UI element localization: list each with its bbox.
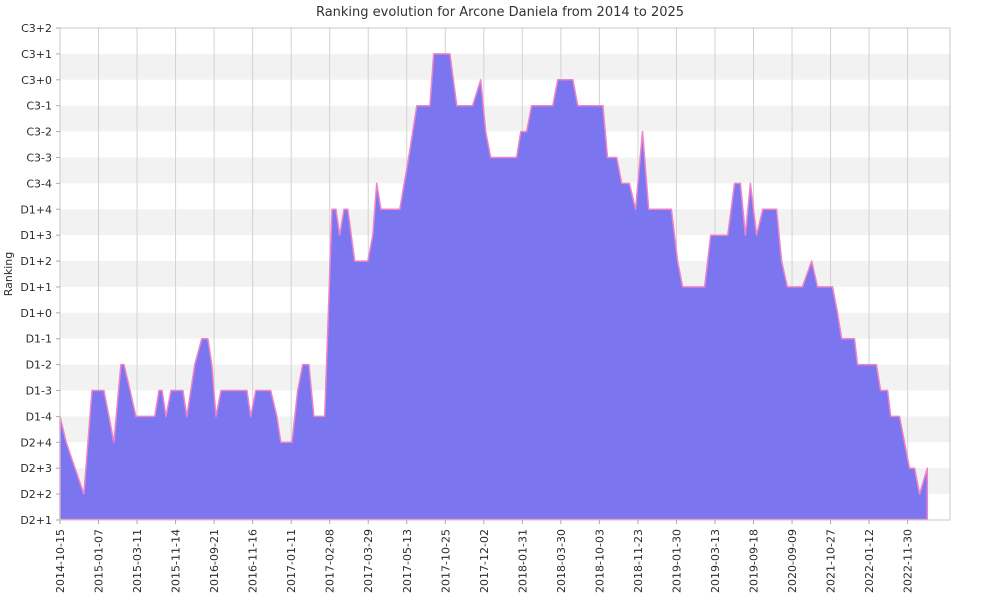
y-tick-label-D1-4: D1-4 — [26, 410, 52, 423]
x-tick-label-2015-11-14: 2015-11-14 — [170, 529, 183, 593]
x-tick-label-2015-03-11: 2015-03-11 — [131, 529, 144, 593]
x-tick-label-2017-12-02: 2017-12-02 — [478, 529, 491, 593]
y-tick-label-D1+1: D1+1 — [20, 281, 52, 294]
x-tick-label-2016-09-21: 2016-09-21 — [208, 529, 221, 593]
y-tick-label-D1-2: D1-2 — [26, 359, 52, 372]
y-tick-label-D2+1: D2+1 — [20, 514, 52, 527]
y-tick-label-D1+3: D1+3 — [20, 229, 52, 242]
x-tick-label-2018-01-31: 2018-01-31 — [516, 529, 529, 593]
x-tick-label-2018-10-03: 2018-10-03 — [593, 529, 606, 593]
plot-border-rect — [59, 27, 951, 521]
ranking-area-polygon — [59, 53, 929, 521]
x-tick-label-2018-11-23: 2018-11-23 — [632, 529, 645, 593]
y-tick-label-D1+2: D1+2 — [20, 255, 52, 268]
y-axis-tick-labels: C3+2 C3+1 C3+0 C3-1 C3-2 C3-3 C3-4 D1+4 D1+3 D1+2… — [20, 22, 52, 527]
y-tick-label-C3+1: C3+1 — [21, 48, 52, 61]
x-tick-label-2022-11-30: 2022-11-30 — [902, 529, 915, 593]
x-tick-label-2018-03-30: 2018-03-30 — [555, 529, 568, 593]
x-tick-label-2017-05-13: 2017-05-13 — [401, 529, 414, 593]
x-tick-label-2019-01-30: 2019-01-30 — [670, 529, 683, 593]
axis-tick-marks — [56, 27, 909, 524]
y-tick-label-D2+3: D2+3 — [20, 462, 52, 475]
y-tick-label-C3-4: C3-4 — [26, 177, 52, 190]
y-tick-label-D1+0: D1+0 — [20, 307, 52, 320]
y-tick-label-C3-1: C3-1 — [26, 100, 52, 113]
x-tick-label-2021-10-27: 2021-10-27 — [825, 529, 838, 593]
y-tick-label-C3-2: C3-2 — [26, 126, 52, 139]
x-tick-label-2020-09-09: 2020-09-09 — [786, 529, 799, 593]
x-tick-label-2017-10-25: 2017-10-25 — [439, 529, 452, 593]
chart-title: Ranking evolution for Arcone Daniela fro… — [315, 5, 685, 20]
x-tick-label-2016-11-16: 2016-11-16 — [247, 529, 260, 593]
x-tick-label-2019-03-13: 2019-03-13 — [709, 529, 722, 593]
y-tick-label-D2+4: D2+4 — [20, 436, 52, 449]
x-tick-label-2019-09-18: 2019-09-18 — [748, 529, 761, 593]
band-row — [60, 131, 950, 158]
x-tick-label-2015-01-07: 2015-01-07 — [93, 529, 106, 593]
band-row — [60, 28, 950, 54]
x-tick-label-2017-01-11: 2017-01-11 — [285, 529, 298, 593]
y-tick-label-D1+4: D1+4 — [20, 203, 52, 216]
x-tick-label-2014-10-15: 2014-10-15 — [54, 529, 67, 593]
y-tick-label-D1-1: D1-1 — [26, 333, 52, 346]
plot-border — [59, 27, 951, 521]
y-tick-label-C3-3: C3-3 — [26, 151, 52, 164]
y-tick-label-C3+0: C3+0 — [21, 74, 52, 87]
y-tick-label-C3+2: C3+2 — [21, 22, 52, 35]
ranking-area-series — [59, 53, 929, 521]
x-tick-label-2017-03-29: 2017-03-29 — [362, 529, 375, 593]
band-row — [60, 53, 950, 80]
band-row — [60, 105, 950, 132]
band-row — [60, 79, 950, 106]
y-tick-label-D2+2: D2+2 — [20, 488, 52, 501]
x-tick-label-2017-02-08: 2017-02-08 — [324, 529, 337, 593]
y-tick-label-D1-3: D1-3 — [26, 385, 52, 398]
x-axis-tick-labels: 2014-10-15 2015-01-07 2015-03-11 2015-11-14… — [54, 529, 915, 593]
y-axis-title: Ranking — [2, 252, 15, 297]
x-tick-label-2022-01-12: 2022-01-12 — [863, 529, 876, 593]
